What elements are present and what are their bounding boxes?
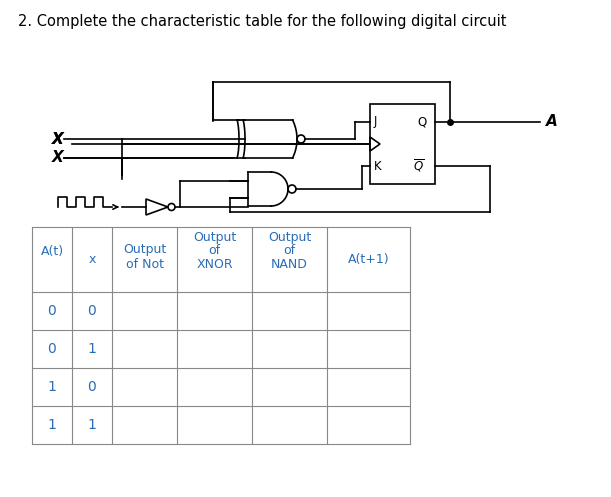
Text: Q: Q xyxy=(417,115,426,129)
Text: Output: Output xyxy=(193,231,236,244)
Text: of Not: of Not xyxy=(125,258,164,271)
Text: 1: 1 xyxy=(48,380,56,394)
Text: A: A xyxy=(546,114,558,130)
Text: X: X xyxy=(52,132,64,147)
Text: $\overline{Q}$: $\overline{Q}$ xyxy=(413,158,424,174)
Text: K: K xyxy=(374,160,382,172)
Text: 0: 0 xyxy=(48,304,56,318)
Bar xyxy=(370,104,435,184)
Text: of: of xyxy=(208,244,221,256)
Text: X: X xyxy=(52,151,64,166)
Text: A(t): A(t) xyxy=(40,245,64,258)
Text: NAND: NAND xyxy=(271,257,308,270)
Text: J: J xyxy=(374,115,378,129)
Text: Output: Output xyxy=(123,243,166,256)
Text: of: of xyxy=(284,244,296,256)
Text: 0: 0 xyxy=(48,342,56,356)
Text: X: X xyxy=(52,132,64,147)
Text: 0: 0 xyxy=(87,380,97,394)
Text: 1: 1 xyxy=(48,418,56,432)
Text: Output: Output xyxy=(268,231,311,244)
Text: 2. Complete the characteristic table for the following digital circuit: 2. Complete the characteristic table for… xyxy=(18,14,507,29)
Text: 0: 0 xyxy=(87,304,97,318)
Text: A(t+1): A(t+1) xyxy=(348,253,389,266)
Text: x: x xyxy=(89,253,96,266)
Text: XNOR: XNOR xyxy=(196,257,233,270)
Text: 1: 1 xyxy=(87,418,97,432)
Text: 1: 1 xyxy=(87,342,97,356)
